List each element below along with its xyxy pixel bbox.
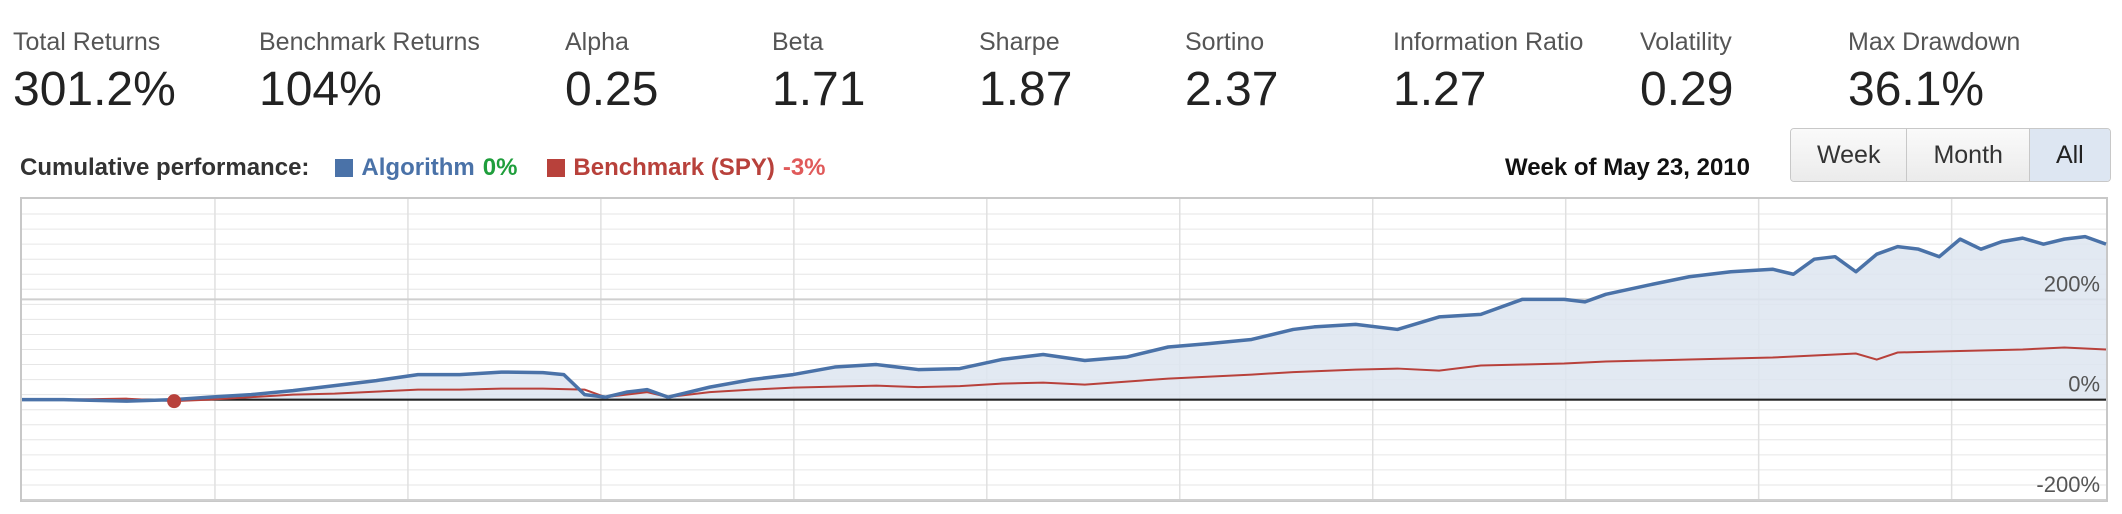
stat-value: 104%: [259, 63, 382, 116]
stat-label: Alpha: [565, 28, 629, 56]
performance-legend: Cumulative performance: Algorithm 0% Ben…: [20, 150, 856, 186]
legend-benchmark[interactable]: Benchmark (SPY) -3%: [547, 154, 826, 182]
stat-sharpe: Sharpe 1.87: [979, 26, 1072, 118]
stat-beta: Beta 1.71: [772, 26, 865, 118]
y-tick-label: 200%: [2044, 271, 2100, 296]
stat-label: Volatility: [1640, 28, 1732, 56]
range-all-button[interactable]: All: [2029, 129, 2110, 181]
performance-title: Cumulative performance:: [20, 154, 310, 181]
stat-information-ratio: Information Ratio 1.27: [1393, 26, 1583, 118]
stat-benchmark-returns: Benchmark Returns 104%: [259, 26, 480, 118]
stat-label: Total Returns: [13, 28, 161, 56]
stat-total-returns: Total Returns 301.2%: [13, 26, 176, 118]
stat-value: 1.71: [772, 63, 866, 116]
stat-value: 36.1%: [1848, 63, 1985, 116]
benchmark-pct: -3%: [782, 154, 826, 181]
benchmark-swatch: [547, 159, 566, 177]
stat-value: 1.87: [979, 63, 1073, 116]
stat-value: 2.37: [1185, 63, 1279, 116]
algorithm-line: [22, 234, 2107, 403]
y-tick-label: -200%: [2036, 472, 2100, 497]
algorithm-label: Algorithm: [361, 154, 475, 181]
stat-max-drawdown: Max Drawdown 36.1%: [1848, 26, 2020, 118]
stat-value: 0.29: [1640, 63, 1734, 116]
stat-label: Benchmark Returns: [259, 28, 480, 56]
benchmark-line: [22, 346, 2107, 403]
range-selector: Week Month All: [1790, 128, 2111, 182]
stat-value: 0.25: [565, 63, 659, 116]
cumulative-performance-chart[interactable]: -200% 0% 200%: [20, 197, 2108, 502]
legend-algorithm[interactable]: Algorithm 0%: [335, 154, 517, 182]
range-month-button[interactable]: Month: [1907, 129, 2030, 181]
stats-bar: Total Returns 301.2% Benchmark Returns 1…: [0, 0, 2122, 120]
stat-sortino: Sortino 2.37: [1185, 26, 1278, 118]
algorithm-area: [22, 236, 2106, 402]
algorithm-pct: 0%: [482, 154, 518, 181]
highlight-point: [167, 394, 182, 409]
benchmark-label: Benchmark (SPY): [573, 154, 775, 181]
algorithm-swatch: [335, 159, 354, 177]
stat-value: 1.27: [1393, 63, 1487, 116]
stat-label: Beta: [772, 28, 824, 56]
week-label: Week of May 23, 2010: [1504, 154, 1750, 181]
range-week-button[interactable]: Week: [1791, 129, 1908, 181]
stat-alpha: Alpha 0.25: [565, 26, 658, 118]
stat-label: Max Drawdown: [1848, 28, 2021, 56]
stat-volatility: Volatility 0.29: [1640, 26, 1733, 118]
stat-label: Information Ratio: [1393, 28, 1584, 56]
y-tick-label: 0%: [2068, 372, 2100, 397]
stat-label: Sortino: [1185, 28, 1265, 56]
stat-value: 301.2%: [13, 63, 176, 116]
stat-label: Sharpe: [979, 28, 1060, 56]
